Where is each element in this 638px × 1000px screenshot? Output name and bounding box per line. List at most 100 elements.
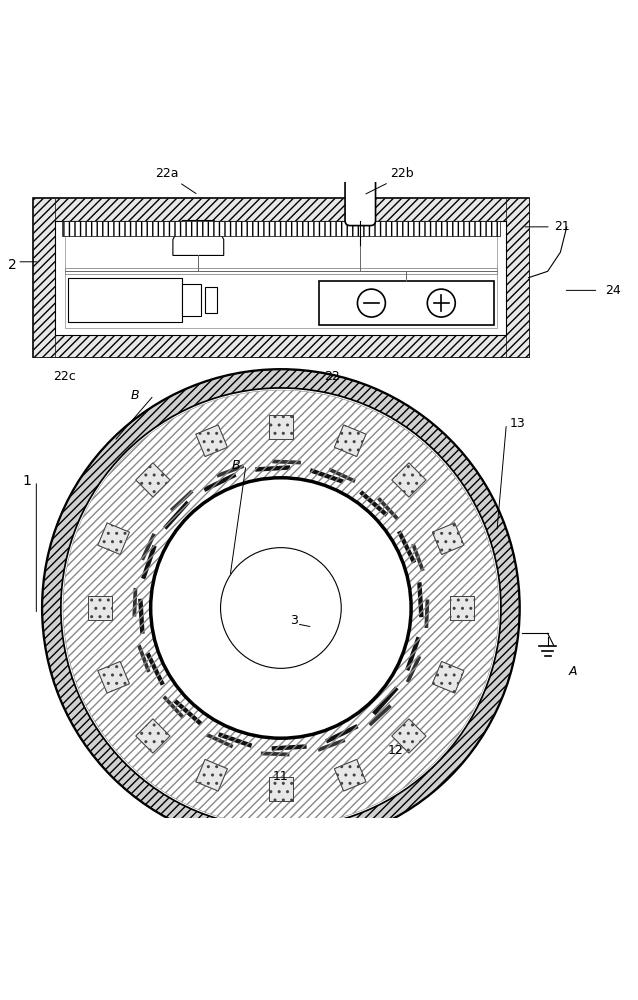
Polygon shape bbox=[406, 655, 421, 683]
Circle shape bbox=[91, 599, 96, 604]
Circle shape bbox=[211, 444, 216, 449]
Polygon shape bbox=[196, 425, 227, 456]
Polygon shape bbox=[163, 695, 185, 719]
Circle shape bbox=[437, 533, 442, 538]
Circle shape bbox=[344, 781, 349, 786]
Circle shape bbox=[209, 438, 214, 443]
Circle shape bbox=[350, 779, 355, 784]
Text: 2: 2 bbox=[8, 258, 17, 272]
Polygon shape bbox=[138, 599, 145, 634]
Polygon shape bbox=[397, 530, 416, 564]
Polygon shape bbox=[450, 596, 474, 620]
Circle shape bbox=[348, 773, 353, 778]
Circle shape bbox=[105, 534, 110, 539]
Polygon shape bbox=[218, 732, 253, 748]
Circle shape bbox=[466, 605, 471, 611]
Circle shape bbox=[212, 781, 218, 786]
Polygon shape bbox=[204, 473, 237, 492]
Text: B: B bbox=[131, 389, 139, 402]
Text: 22a: 22a bbox=[155, 167, 178, 180]
Circle shape bbox=[353, 441, 359, 446]
Polygon shape bbox=[68, 278, 182, 322]
Polygon shape bbox=[88, 596, 112, 620]
Circle shape bbox=[415, 477, 420, 483]
Circle shape bbox=[117, 539, 122, 544]
Polygon shape bbox=[392, 463, 426, 497]
Circle shape bbox=[453, 605, 458, 611]
Circle shape bbox=[415, 733, 420, 739]
Circle shape bbox=[406, 477, 412, 483]
Polygon shape bbox=[206, 733, 234, 748]
Circle shape bbox=[142, 733, 147, 739]
Circle shape bbox=[151, 478, 411, 738]
Circle shape bbox=[272, 786, 277, 792]
Circle shape bbox=[285, 793, 290, 798]
Polygon shape bbox=[196, 425, 227, 456]
Circle shape bbox=[205, 446, 211, 452]
Polygon shape bbox=[272, 744, 307, 751]
Circle shape bbox=[103, 599, 108, 604]
Circle shape bbox=[466, 599, 471, 604]
Circle shape bbox=[285, 780, 290, 785]
Text: 22: 22 bbox=[324, 370, 339, 383]
Polygon shape bbox=[269, 415, 293, 439]
Polygon shape bbox=[174, 699, 203, 726]
Polygon shape bbox=[334, 759, 366, 791]
Circle shape bbox=[406, 486, 412, 491]
Polygon shape bbox=[33, 198, 56, 357]
Circle shape bbox=[449, 528, 454, 533]
Polygon shape bbox=[88, 596, 112, 620]
Polygon shape bbox=[377, 497, 399, 521]
Circle shape bbox=[342, 775, 347, 780]
Circle shape bbox=[285, 424, 290, 429]
Circle shape bbox=[411, 729, 416, 734]
Circle shape bbox=[108, 528, 113, 533]
Circle shape bbox=[201, 435, 206, 440]
Polygon shape bbox=[62, 221, 500, 236]
Text: 22b: 22b bbox=[390, 167, 413, 180]
Circle shape bbox=[466, 612, 471, 617]
Polygon shape bbox=[392, 719, 426, 753]
Polygon shape bbox=[33, 335, 529, 357]
Text: 12: 12 bbox=[387, 744, 403, 757]
Circle shape bbox=[278, 418, 283, 423]
Polygon shape bbox=[334, 425, 366, 456]
Circle shape bbox=[218, 769, 223, 774]
Polygon shape bbox=[392, 463, 426, 497]
Polygon shape bbox=[33, 198, 529, 221]
Circle shape bbox=[452, 534, 457, 539]
Circle shape bbox=[459, 599, 464, 604]
Circle shape bbox=[207, 779, 212, 784]
Circle shape bbox=[339, 442, 345, 447]
Circle shape bbox=[427, 289, 456, 317]
Circle shape bbox=[356, 435, 361, 440]
Polygon shape bbox=[205, 287, 218, 313]
Circle shape bbox=[111, 675, 116, 680]
Circle shape bbox=[272, 418, 277, 423]
Polygon shape bbox=[163, 501, 189, 530]
Polygon shape bbox=[269, 415, 293, 439]
Circle shape bbox=[151, 733, 156, 739]
Text: 13: 13 bbox=[510, 417, 525, 430]
Polygon shape bbox=[417, 582, 424, 617]
Circle shape bbox=[211, 767, 216, 772]
Polygon shape bbox=[269, 777, 293, 801]
Circle shape bbox=[348, 438, 353, 443]
Polygon shape bbox=[450, 596, 474, 620]
Circle shape bbox=[155, 729, 160, 734]
Circle shape bbox=[440, 539, 445, 544]
Polygon shape bbox=[136, 719, 170, 753]
Circle shape bbox=[103, 612, 108, 617]
Circle shape bbox=[453, 612, 458, 617]
Circle shape bbox=[437, 678, 442, 683]
Circle shape bbox=[103, 671, 108, 676]
Circle shape bbox=[160, 733, 165, 739]
Circle shape bbox=[406, 468, 412, 474]
Text: 24: 24 bbox=[605, 284, 621, 297]
Polygon shape bbox=[433, 661, 464, 693]
Circle shape bbox=[272, 793, 277, 798]
Polygon shape bbox=[334, 759, 366, 791]
Circle shape bbox=[406, 724, 412, 730]
Polygon shape bbox=[507, 198, 529, 357]
Polygon shape bbox=[196, 759, 227, 791]
